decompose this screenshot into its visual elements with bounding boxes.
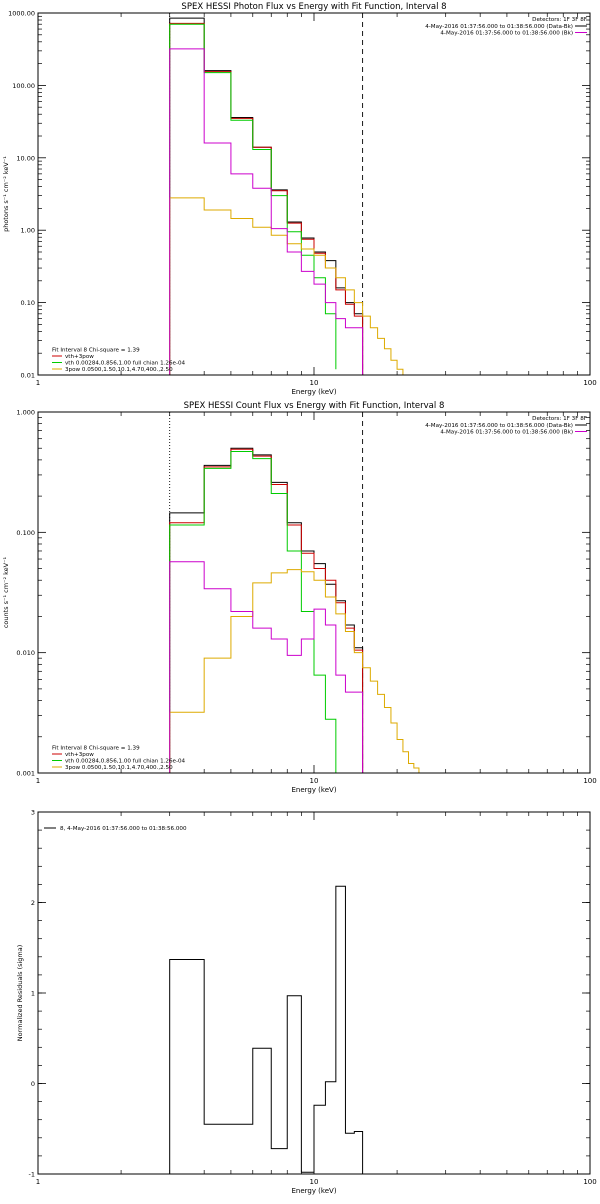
x-axis-label: Energy (keV) <box>291 388 336 396</box>
y-tick-label: 0.001 <box>16 770 35 778</box>
x-tick-label: 1 <box>36 777 40 785</box>
series-line-4 <box>169 569 424 773</box>
chart-panel-1: SPEX HESSI Photon Flux vs Energy with Fi… <box>2 2 597 396</box>
y-axis-label: photons s⁻¹ cm⁻² keV⁻¹ <box>2 156 10 232</box>
legend-entry-label: 4-May-2016 01:37:56.000 to 01:38:56.000 … <box>425 423 573 429</box>
y-tick-label: 2 <box>31 899 35 907</box>
y-tick-label: 0.10 <box>21 299 35 307</box>
legend-entry-label: 4-May-2016 01:37:56.000 to 01:38:56.000 … <box>425 24 573 30</box>
chart-panel-2: SPEX HESSI Count Flux vs Energy with Fit… <box>2 401 597 794</box>
series-line-3 <box>169 23 337 375</box>
y-tick-label: 3 <box>31 809 35 817</box>
x-axis-label: Energy (keV) <box>291 1187 336 1195</box>
plot-frame <box>37 411 591 774</box>
y-tick-label: -1 <box>29 1171 35 1179</box>
y-tick-label: 1.00 <box>21 227 35 235</box>
series-line-1 <box>169 17 364 375</box>
plot-frame <box>37 811 591 1175</box>
fit-summary-label: Fit Interval 8 Chi-square = 1.39 <box>52 746 140 752</box>
y-tick-label: 1000.00 <box>8 10 35 18</box>
series-line-1 <box>169 885 364 1174</box>
plot-frame <box>37 12 591 376</box>
legend-entry-label: 4-May-2016 01:37:56.000 to 01:38:56.000 … <box>440 430 573 436</box>
chart-title: SPEX HESSI Photon Flux vs Energy with Fi… <box>181 2 446 12</box>
x-tick-label: 100 <box>583 1178 596 1186</box>
legend-entry-label: vth 0.00284,0.856,1.00 full chian 1.26e-… <box>65 361 186 367</box>
x-axis-label: Energy (keV) <box>291 786 336 794</box>
series-line-2 <box>169 448 364 773</box>
y-tick-label: 10.00 <box>16 154 35 162</box>
legend-entry-label: 3pow 0.0500,1.50,10.1,4.70,400.,2.50 <box>65 367 173 373</box>
y-tick-label: 0.100 <box>16 529 35 537</box>
legend-entry-label: vth 0.00284,0.856,1.00 full chian 1.26e-… <box>65 759 186 765</box>
legend-entry-label: 3pow 0.0500,1.50,10.1,4.70,400.,2.50 <box>65 765 173 771</box>
series-line-5 <box>169 561 364 773</box>
legend-entry-label: 4-May-2016 01:37:56.000 to 01:38:56.000 … <box>440 31 573 37</box>
y-tick-label: 0.01 <box>21 372 35 380</box>
x-tick-label: 100 <box>583 777 596 785</box>
chart-title: SPEX HESSI Count Flux vs Energy with Fit… <box>184 401 445 411</box>
series-line-3 <box>169 450 337 773</box>
legend-entry-label: vth+3pow <box>65 752 94 758</box>
series-line-1 <box>169 447 364 773</box>
x-tick-label: 10 <box>310 1178 319 1186</box>
x-tick-label: 10 <box>310 777 319 785</box>
y-tick-label: 0.010 <box>16 649 35 657</box>
series-line-4 <box>169 197 424 375</box>
x-tick-label: 1 <box>36 1178 40 1186</box>
y-tick-label: 0 <box>31 1080 35 1088</box>
legend-heading: Detectors: 1F 3F 8F <box>532 17 587 23</box>
fit-summary-label: Fit Interval 8 Chi-square = 1.39 <box>52 348 140 354</box>
x-tick-label: 100 <box>583 379 596 387</box>
y-axis-label: Normalized Residuals (sigma) <box>16 945 24 1042</box>
y-axis-label: counts s⁻¹ cm⁻² keV⁻¹ <box>2 556 10 628</box>
series-line-5 <box>169 48 364 375</box>
legend-heading: Detectors: 1F 3F 8F <box>532 416 587 422</box>
y-tick-label: 1 <box>31 990 35 998</box>
y-tick-label: 1.000 <box>16 409 35 417</box>
x-tick-label: 1 <box>36 379 40 387</box>
series-line-2 <box>169 22 364 375</box>
chart-panel-3: 1 10 100 Energy (keV) -1 0 1 2 3 Normalized Resid… <box>16 809 597 1196</box>
legend-entry-label: vth+3pow <box>65 354 94 360</box>
y-tick-label: 100.00 <box>12 82 35 90</box>
legend-entry-label: 8, 4-May-2016 01:37:56.000 to 01:38:56.0… <box>60 826 187 832</box>
x-tick-label: 10 <box>310 379 319 387</box>
